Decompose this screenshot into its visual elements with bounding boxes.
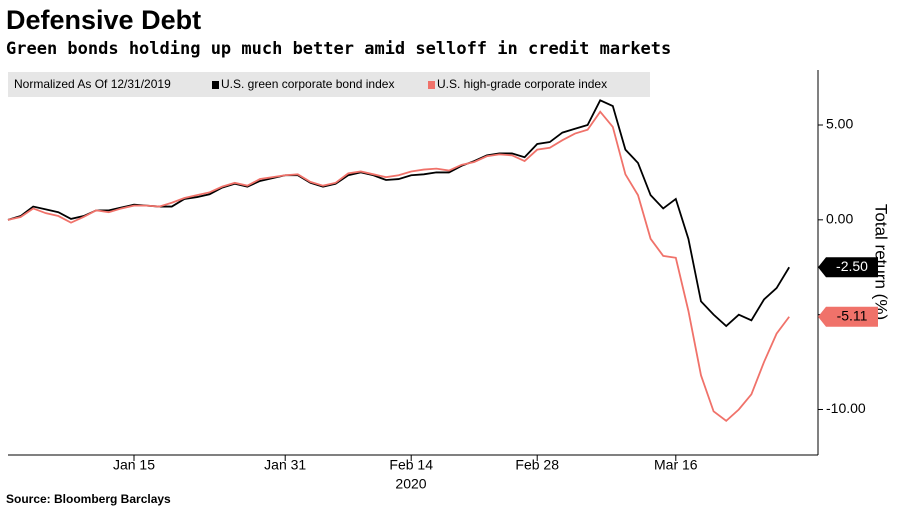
x-tick-label: Feb 14: [389, 457, 433, 473]
legend-swatch: [428, 81, 435, 89]
y-axis-label: Total return (%): [872, 204, 891, 320]
x-year-label: 2020: [395, 476, 426, 492]
x-tick-label: Jan 31: [264, 457, 306, 473]
line-series: [7, 110, 790, 423]
end-badge: [818, 257, 878, 278]
end-label: -2.50: [836, 258, 868, 274]
chart-subtitle: Green bonds holding up much better amid …: [6, 39, 671, 59]
legend-label: U.S. high-grade corporate index: [437, 77, 607, 91]
x-tick-label: Mar 16: [654, 457, 698, 473]
y-tick-label: 5.00: [826, 116, 853, 132]
line-series: [7, 99, 790, 328]
legend-background: [8, 72, 650, 97]
x-tick-label: Feb 28: [515, 457, 559, 473]
end-badge: [818, 306, 878, 327]
legend-swatch: [212, 81, 219, 89]
end-label: -5.11: [837, 307, 868, 323]
y-tick-label: 0.00: [826, 211, 853, 227]
source: Source: Bloomberg Barclays: [6, 492, 171, 506]
legend-label: U.S. green corporate bond index: [221, 77, 394, 91]
y-tick-label: -10.00: [826, 400, 866, 416]
legend-title: Normalized As Of 12/31/2019: [14, 77, 171, 91]
x-tick-label: Jan 15: [113, 457, 155, 473]
chart-title: Defensive Debt: [6, 5, 201, 35]
